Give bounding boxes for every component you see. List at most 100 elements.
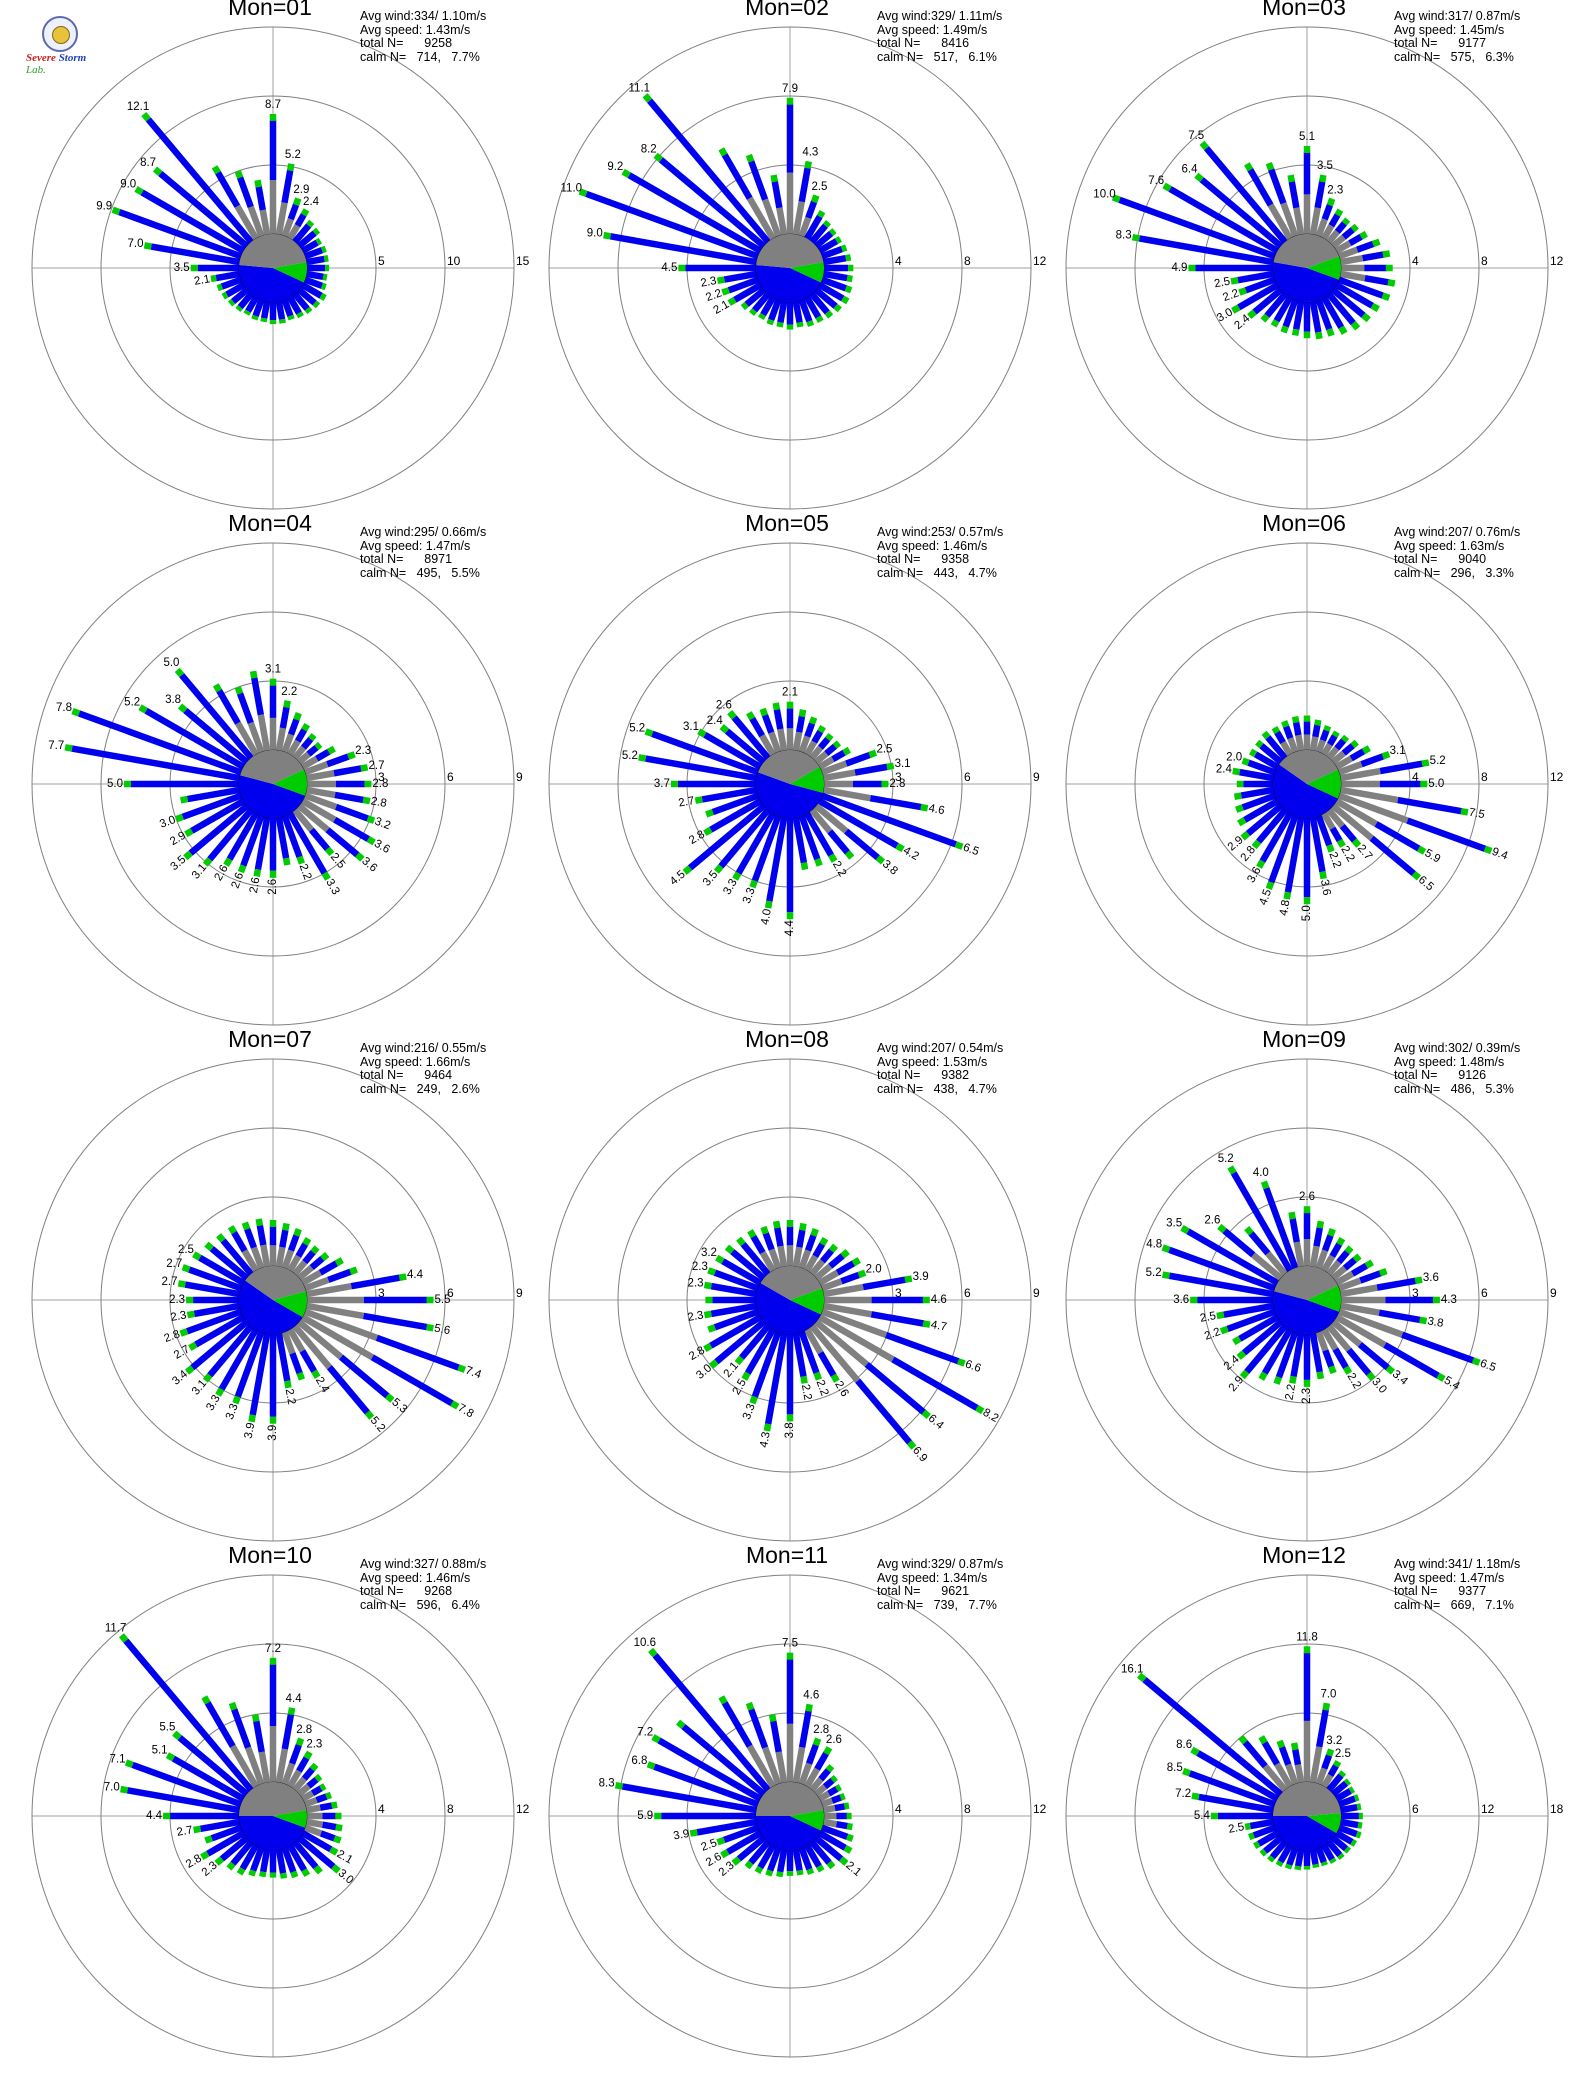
bar-segment-high bbox=[260, 317, 268, 323]
direction-bar bbox=[798, 1330, 822, 1381]
direction-bar bbox=[1247, 287, 1284, 319]
bar-segment-low bbox=[306, 744, 320, 757]
bar-segment-high bbox=[384, 1393, 395, 1403]
direction-bar bbox=[287, 1237, 312, 1273]
bar-segment-high bbox=[1314, 719, 1322, 727]
direction-bar bbox=[1309, 719, 1322, 752]
direction-bar bbox=[809, 732, 834, 761]
bar-segment-low bbox=[150, 243, 241, 266]
bar-segment-high bbox=[1358, 1812, 1363, 1820]
bar-segment-low bbox=[287, 1843, 307, 1872]
windrose-panel: 6 12 18 11.8 7.0 3.2 2.5 2.5 5.4 7.2 8.5 8.6 16.1 Mon… bbox=[1044, 1542, 1564, 2060]
direction-bar bbox=[1309, 816, 1327, 880]
direction-bar bbox=[303, 1266, 358, 1292]
bar-segment-high bbox=[1385, 1365, 1396, 1375]
bar-segment-low bbox=[302, 1249, 317, 1265]
bar-segment-low bbox=[1259, 743, 1284, 765]
bar-segment-high bbox=[705, 1296, 713, 1304]
direction-bar bbox=[653, 152, 767, 249]
bar-segment-calm bbox=[275, 1246, 286, 1268]
bar-segment-low bbox=[1294, 1848, 1305, 1867]
bar-segment-calm bbox=[1339, 254, 1364, 266]
bar-segment-calm bbox=[1280, 740, 1293, 757]
bar-segment-low bbox=[710, 1282, 758, 1298]
bar-value-label: 6.6 bbox=[963, 1358, 982, 1375]
direction-bar bbox=[165, 1752, 246, 1802]
bar-segment-high bbox=[1280, 325, 1289, 334]
bar-segment-calm bbox=[1321, 1773, 1334, 1789]
bar-segment-low bbox=[776, 1848, 788, 1873]
bar-segment-calm bbox=[1337, 246, 1359, 260]
stats-calm: calm N= 739, 7.7% bbox=[877, 1597, 997, 1612]
bar-segment-high bbox=[1350, 1839, 1357, 1847]
bar-segment-low bbox=[245, 295, 259, 313]
bar-segment-calm bbox=[281, 1762, 296, 1786]
bar-segment-calm bbox=[1334, 755, 1353, 770]
bar-segment-low bbox=[891, 1356, 980, 1412]
bar-segment-low bbox=[792, 1848, 803, 1871]
bar-segment-calm bbox=[1337, 761, 1363, 776]
bar-segment-high bbox=[956, 1358, 966, 1367]
bar-segment-high bbox=[295, 1737, 305, 1747]
bar-segment-low bbox=[855, 1378, 913, 1446]
direction-bar bbox=[249, 670, 271, 752]
bar-segment-high bbox=[1190, 1746, 1200, 1756]
bar-segment-high bbox=[177, 703, 188, 713]
bar-segment-calm bbox=[820, 1308, 888, 1339]
bar-segment-high bbox=[1271, 726, 1281, 735]
bar-value-label: 2.5 bbox=[1199, 1310, 1217, 1325]
bar-segment-high bbox=[1289, 1375, 1297, 1384]
bar-segment-low bbox=[1242, 1739, 1268, 1769]
ring-label: 4 bbox=[378, 1802, 385, 1816]
bar-segment-calm bbox=[287, 1769, 302, 1789]
bar-segment-high bbox=[1303, 897, 1311, 905]
bar-value-label: 2.7 bbox=[678, 795, 696, 810]
direction-bar bbox=[1326, 217, 1351, 245]
direction-bar bbox=[776, 300, 788, 328]
bar-segment-high bbox=[846, 274, 853, 283]
bar-segment-high bbox=[1381, 751, 1391, 760]
range-ring bbox=[1065, 26, 1549, 510]
bar-segment-high bbox=[830, 1373, 840, 1383]
bar-segment-low bbox=[1223, 1302, 1275, 1318]
bar-segment-calm bbox=[1303, 1239, 1311, 1266]
bar-segment-low bbox=[1303, 152, 1311, 195]
calm-pie-high bbox=[790, 1810, 824, 1831]
bar-segment-high bbox=[614, 1782, 623, 1790]
bar-segment-high bbox=[754, 1865, 764, 1874]
bar-segment-low bbox=[844, 828, 881, 861]
bar-segment-high bbox=[163, 1812, 171, 1820]
bar-segment-high bbox=[1240, 831, 1251, 841]
windrose-panel: 4 8 12 7.5 4.6 2.8 2.6 2.1 2.3 2.6 2.5 3.9 5.9 8.3 6.8… bbox=[527, 1542, 1047, 2060]
direction-bar bbox=[237, 814, 265, 874]
range-ring bbox=[617, 611, 963, 957]
bar-segment-high bbox=[1344, 1245, 1354, 1255]
bar-segment-high bbox=[1364, 1259, 1374, 1269]
bar-segment-low bbox=[325, 827, 360, 858]
bar-segment-high bbox=[922, 1296, 930, 1304]
direction-bar bbox=[749, 814, 782, 889]
direction-bar bbox=[820, 244, 848, 260]
bar-segment-calm bbox=[259, 209, 271, 236]
bar-segment-calm bbox=[804, 1327, 824, 1355]
bar-segment-high bbox=[1483, 845, 1493, 855]
bar-segment-calm bbox=[1285, 1763, 1299, 1786]
bar-segment-high bbox=[1210, 1812, 1218, 1820]
bar-segment-low bbox=[306, 1776, 320, 1789]
bar-segment-low bbox=[1273, 730, 1286, 745]
direction-bar bbox=[776, 1848, 788, 1878]
bar-value-label: 5.0 bbox=[163, 657, 179, 669]
bar-segment-calm bbox=[1337, 1308, 1404, 1338]
direction-bar bbox=[813, 228, 837, 249]
bar-segment-low bbox=[761, 713, 775, 734]
bar-segment-low bbox=[1359, 1270, 1382, 1284]
ring-label: 8 bbox=[1481, 770, 1488, 784]
bar-segment-low bbox=[186, 786, 241, 803]
bar-segment-low bbox=[1362, 251, 1385, 262]
bar-segment-low bbox=[711, 792, 760, 816]
bar-segment-high bbox=[798, 709, 807, 718]
bar-value-label: 2.8 bbox=[163, 1328, 182, 1345]
bar-value-label: 6.4 bbox=[1181, 163, 1198, 175]
bar-segment-low bbox=[281, 1713, 295, 1750]
